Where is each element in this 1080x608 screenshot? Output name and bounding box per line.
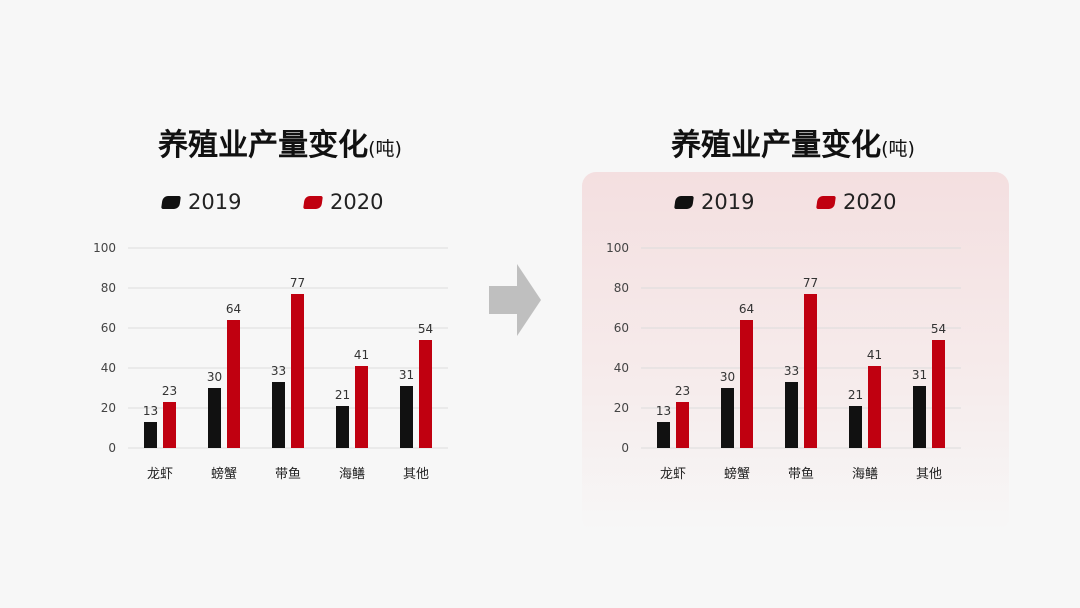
chart-title: 养殖业产量变化(吨) [573,120,1013,164]
legend-swatch-2019 [161,195,181,209]
data-label: 13 [143,404,158,418]
x-tick-label: 带鱼 [788,466,814,482]
data-label: 33 [784,364,799,378]
y-tick-label: 0 [108,441,116,455]
data-label: 31 [912,368,927,382]
bar-2019 [721,388,734,448]
bar-2020 [740,320,753,448]
legend-item-2020: 2020 [816,190,897,214]
data-label: 41 [867,348,882,362]
bar-2019 [849,406,862,448]
data-label: 64 [226,302,241,316]
data-label: 23 [162,384,177,398]
data-label: 13 [656,404,671,418]
bar-2019 [400,386,413,448]
y-tick-label: 20 [101,401,116,415]
bar-2020 [355,366,368,448]
x-tick-label: 螃蟹 [211,466,237,482]
right-arrow-icon [489,264,541,336]
legend-swatch-2020 [816,195,836,209]
bar-chart-original: 0 20 40 60 80 100 13 23 龙虾 30 64 螃蟹 33 77 带鱼 21 41 海鳝 31 54… [93,241,448,482]
bar-2020 [419,340,432,448]
bar-2019 [336,406,349,448]
legend-item-2019: 2019 [161,190,242,214]
x-tick-label: 螃蟹 [724,466,750,482]
bar-2020 [291,294,304,448]
chart-title-unit: (吨) [368,138,402,160]
y-tick-label: 40 [101,361,116,375]
y-tick-label: 20 [614,401,629,415]
data-label: 54 [931,322,946,336]
data-label: 54 [418,322,433,336]
x-tick-label: 带鱼 [275,466,301,482]
bar-2020 [868,366,881,448]
y-tick-label: 80 [101,281,116,295]
data-label: 30 [720,370,735,384]
data-label: 41 [354,348,369,362]
chart-title-text: 养殖业产量变化 [671,128,882,163]
bar-2019 [657,422,670,448]
chart-title-unit: (吨) [881,138,915,160]
bar-2019 [144,422,157,448]
legend-item-2019: 2019 [674,190,755,214]
x-tick-label: 海鳝 [852,466,878,482]
data-label: 64 [739,302,754,316]
data-label: 33 [271,364,286,378]
x-tick-label: 其他 [916,467,942,482]
data-label: 30 [207,370,222,384]
y-tick-label: 0 [621,441,629,455]
legend-label-2019: 2019 [701,190,755,214]
data-label: 21 [335,388,350,402]
y-tick-label: 100 [606,241,629,255]
bar-2019 [785,382,798,448]
x-tick-label: 海鳝 [339,466,365,482]
legend-label-2020: 2020 [843,190,897,214]
data-label: 23 [675,384,690,398]
y-tick-label: 60 [614,321,629,335]
legend-label-2019: 2019 [188,190,242,214]
chart-title-text: 养殖业产量变化 [158,128,369,163]
bar-2020 [676,402,689,448]
y-tick-label: 40 [614,361,629,375]
bar-2020 [932,340,945,448]
x-tick-label: 龙虾 [660,467,686,482]
legend-item-2020: 2020 [303,190,384,214]
legend-label-2020: 2020 [330,190,384,214]
x-tick-label: 龙虾 [147,467,173,482]
x-tick-label: 其他 [403,467,429,482]
data-label: 77 [803,276,818,290]
data-label: 31 [399,368,414,382]
bar-2020 [804,294,817,448]
y-tick-label: 60 [101,321,116,335]
data-label: 77 [290,276,305,290]
legend-swatch-2019 [674,195,694,209]
y-tick-label: 100 [93,241,116,255]
bar-2019 [913,386,926,448]
bar-2020 [163,402,176,448]
bar-2020 [227,320,240,448]
bar-chart-styled: 0 20 40 60 80 100 13 23 龙虾 30 64 螃蟹 33 77 带鱼 21 41 海鳝 31 54… [606,241,961,482]
chart-title: 养殖业产量变化(吨) [60,120,500,164]
bar-2019 [272,382,285,448]
bar-2019 [208,388,221,448]
legend-swatch-2020 [303,195,323,209]
data-label: 21 [848,388,863,402]
y-tick-label: 80 [614,281,629,295]
